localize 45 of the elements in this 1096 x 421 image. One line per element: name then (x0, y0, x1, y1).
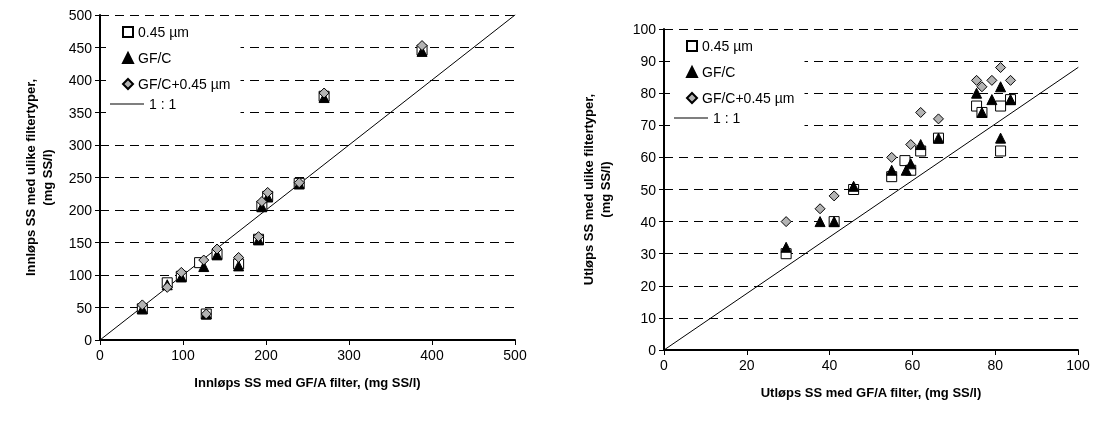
x-tick-label: 400 (420, 347, 444, 363)
legend-label: 0.45 µm (138, 24, 189, 40)
legend-label: GF/C (702, 64, 736, 80)
x-tick-label: 300 (337, 347, 361, 363)
y-tick-label: 60 (640, 149, 657, 166)
legend-label: GF/C (138, 50, 172, 66)
y-axis-title: Innløps SS med ulike filtertyper, (mg SS/l) (23, 78, 55, 277)
y-tick-label: 150 (68, 234, 93, 251)
legend-label: 1 : 1 (713, 110, 741, 126)
x-tick-label: 20 (739, 357, 755, 373)
y-tick-label: 80 (640, 85, 657, 102)
y-tick-label: 450 (68, 39, 93, 56)
y-tick-label: 0 (84, 332, 93, 348)
y-tick-label: 10 (640, 309, 657, 326)
x-axis-title: Innløps SS med GF/A filter, (mg SS/l) (194, 375, 421, 390)
y-tick-label: 300 (68, 137, 93, 153)
y-tick-label: 250 (68, 169, 93, 186)
y-tick-label: 100 (68, 267, 93, 283)
y-tick-label: 40 (640, 213, 657, 230)
y-tick-label: 100 (632, 21, 657, 37)
y-tick-label: 30 (640, 245, 657, 262)
y-tick-label: 200 (68, 202, 93, 218)
x-tick-label: 200 (254, 347, 278, 363)
y-tick-label: 50 (76, 299, 93, 316)
y-tick-label: 500 (68, 7, 93, 23)
x-tick-label: 100 (1066, 357, 1090, 373)
y-tick-label: 400 (68, 72, 93, 88)
legend-label: GF/C+0.45 µm (138, 76, 231, 92)
y-axis-title: Utløps SS med ulike filtertyper, (mg SS/l) (581, 93, 613, 286)
legend-label: 1 : 1 (149, 96, 177, 112)
y-tick-label: 350 (68, 104, 93, 121)
x-axis-title: Utløps SS med GF/A filter, (mg SS/l) (760, 385, 982, 400)
legend-label: 0.45 µm (702, 38, 753, 54)
y-tick-label: 70 (640, 117, 657, 134)
y-tick-label: 20 (640, 277, 657, 294)
legend-label: GF/C+0.45 µm (702, 90, 795, 106)
x-tick-label: 40 (821, 357, 838, 373)
x-tick-label: 0 (96, 347, 105, 363)
x-tick-label: 60 (904, 357, 921, 373)
x-tick-label: 100 (171, 347, 195, 363)
y-tick-label: 90 (640, 53, 657, 70)
y-tick-label: 50 (640, 181, 657, 198)
x-tick-label: 0 (660, 357, 669, 373)
x-tick-label: 500 (503, 347, 527, 363)
x-tick-label: 80 (987, 357, 1004, 373)
